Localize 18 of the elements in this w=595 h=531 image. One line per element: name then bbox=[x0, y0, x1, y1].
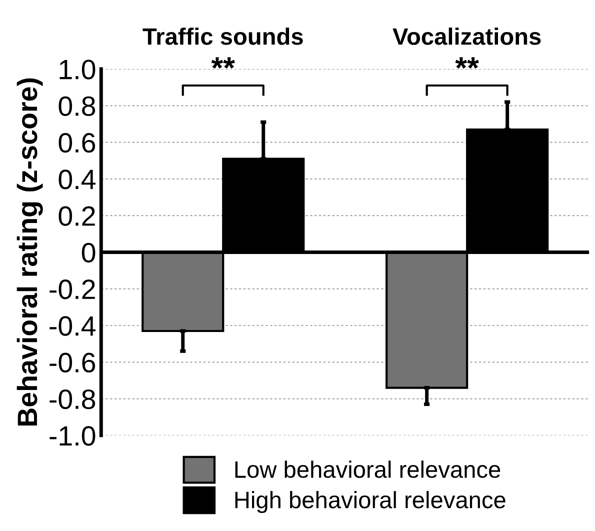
text: ** bbox=[211, 57, 235, 69]
y-tick-label: 0.8 bbox=[58, 96, 96, 116]
legend-label: Low behavioral relevance bbox=[235, 460, 500, 478]
y-tick-label: -1.0 bbox=[50, 426, 96, 446]
y-tick-label: -0.8 bbox=[50, 389, 96, 410]
y-tick-label: 0.2 bbox=[58, 206, 95, 226]
y-tick-label: 0.4 bbox=[58, 170, 96, 190]
text: ** bbox=[455, 57, 479, 69]
y-tick-label: -0.2 bbox=[50, 280, 95, 300]
y-axis-title: Behavioral rating (z-score) bbox=[16, 78, 43, 426]
y-tick-label: 1.0 bbox=[60, 60, 96, 80]
x-tick-label: Vocalizations bbox=[392, 28, 541, 45]
legend-label: High behavioral relevance bbox=[235, 491, 506, 514]
y-tick-label: 0 bbox=[82, 242, 96, 263]
y-tick-label: -0.6 bbox=[50, 352, 96, 372]
x-tick-label: Traffic sounds bbox=[142, 28, 303, 45]
y-tick-label: -0.4 bbox=[50, 316, 96, 336]
y-tick-label: 0.6 bbox=[58, 132, 96, 153]
